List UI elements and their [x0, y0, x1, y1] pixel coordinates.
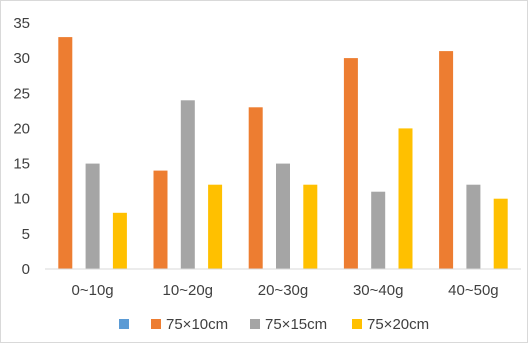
legend-swatch-0: [119, 319, 129, 329]
bar-0-2: [112, 212, 127, 269]
y-tick-label: 0: [22, 261, 30, 278]
bar-4-0: [439, 51, 454, 269]
legend-swatch-1: [151, 319, 161, 329]
bar-2-0: [248, 107, 263, 269]
bar-2-1: [276, 163, 290, 269]
y-tick-label: 10: [13, 191, 30, 208]
legend: 75×10cm 75×15cm 75×20cm: [119, 316, 429, 333]
x-tick-label: 30~40g: [353, 282, 403, 299]
bars-group: [58, 37, 508, 269]
bar-3-1: [371, 191, 386, 269]
y-tick-label: 20: [13, 120, 30, 137]
bar-1-2: [208, 184, 223, 269]
y-tick-label: 25: [13, 85, 30, 102]
legend-label-2: 75×15cm: [265, 316, 327, 333]
x-tick-label: 10~20g: [163, 282, 213, 299]
y-tick-label: 15: [13, 156, 30, 173]
legend-label-1: 75×10cm: [166, 316, 228, 333]
x-axis-labels: 0~10g 10~20g 20~30g 30~40g 40~50g: [72, 282, 499, 299]
y-tick-label: 30: [13, 50, 30, 67]
bar-2-2: [303, 184, 318, 269]
bar-3-2: [398, 128, 413, 269]
y-axis-labels: 0 5 10 15 20 25 30 35: [13, 15, 30, 278]
legend-label-3: 75×20cm: [367, 316, 429, 333]
y-tick-label: 5: [22, 226, 30, 243]
bar-3-0: [343, 58, 358, 269]
x-tick-label: 20~30g: [258, 282, 308, 299]
x-tick-label: 0~10g: [72, 282, 114, 299]
bar-0-0: [58, 37, 73, 269]
legend-swatch-3: [352, 319, 362, 329]
legend-swatch-2: [250, 319, 260, 329]
y-tick-label: 35: [13, 15, 30, 32]
bar-1-1: [180, 100, 195, 269]
bar-4-1: [466, 184, 481, 269]
bar-0-1: [85, 163, 100, 269]
bar-1-0: [153, 170, 168, 269]
bar-4-2: [493, 198, 508, 269]
x-tick-label: 40~50g: [448, 282, 498, 299]
